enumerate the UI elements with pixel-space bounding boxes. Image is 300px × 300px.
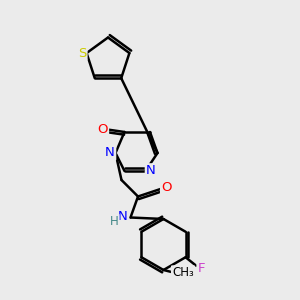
Text: H: H xyxy=(110,215,118,228)
Text: N: N xyxy=(118,210,128,223)
Text: S: S xyxy=(78,46,86,59)
Text: N: N xyxy=(105,146,115,160)
Text: O: O xyxy=(97,123,108,136)
Text: N: N xyxy=(146,164,156,178)
Text: F: F xyxy=(198,262,205,275)
Text: CH₃: CH₃ xyxy=(172,266,194,280)
Text: O: O xyxy=(161,181,172,194)
